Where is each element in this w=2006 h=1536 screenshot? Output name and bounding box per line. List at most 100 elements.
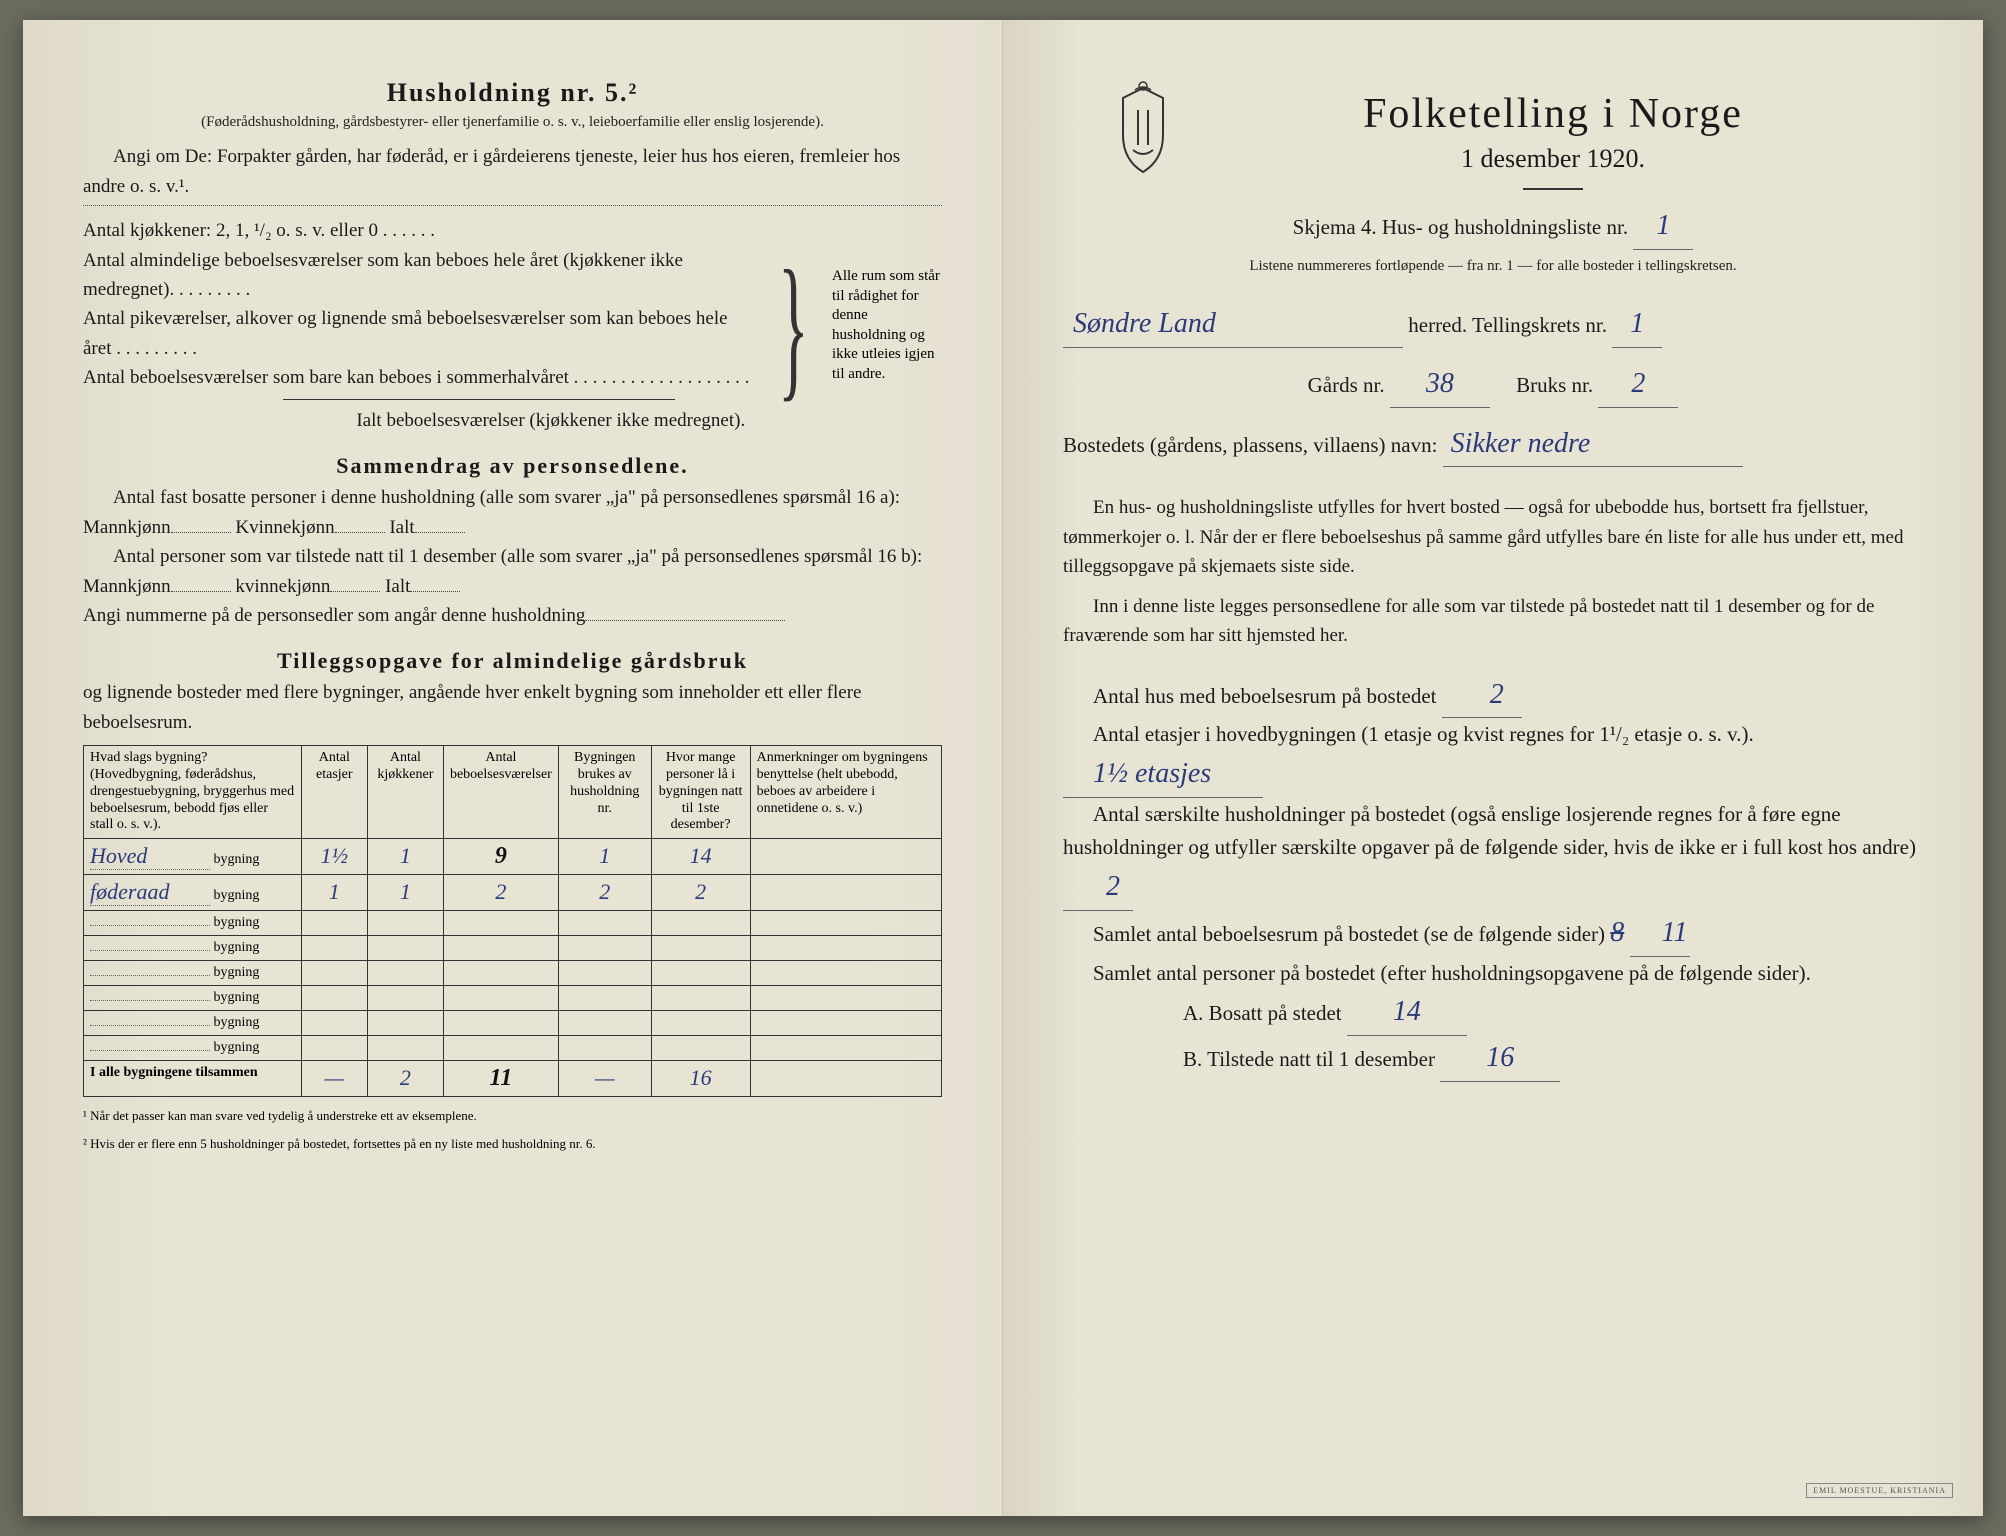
- sammendrag-line2: Antal personer som var tilstede natt til…: [83, 542, 942, 601]
- table-cell: [558, 986, 651, 1011]
- table-cell: [651, 1011, 750, 1036]
- total-cell: —: [301, 1061, 367, 1097]
- table-cell: 1½: [301, 839, 367, 875]
- total-cell: —: [558, 1061, 651, 1097]
- line-almind: Antal almindelige beboelsesværelser som …: [83, 246, 755, 305]
- para-1: En hus- og husholdningsliste utfylles fo…: [1063, 493, 1923, 581]
- row-label: bygning: [84, 911, 302, 936]
- heading-husholdning: Husholdning nr. 5.²: [83, 78, 942, 108]
- table-cell: [651, 936, 750, 961]
- table-row: bygning: [84, 961, 942, 986]
- th-vaerelser: Antal beboelsesværelser: [443, 746, 558, 839]
- q3-value: 2: [1063, 865, 1133, 911]
- q4-value: 11: [1630, 911, 1690, 957]
- table-cell: [750, 875, 941, 911]
- table-cell: [367, 961, 443, 986]
- page-title: Folketelling i Norge: [1183, 90, 1923, 138]
- table-cell: [651, 1036, 750, 1061]
- gards-value: 38: [1390, 362, 1490, 408]
- q1-value: 2: [1442, 673, 1522, 719]
- table-cell: [301, 961, 367, 986]
- room-block: Antal kjøkkener: 2, 1, ¹/₂ o. s. v. elle…: [83, 216, 942, 435]
- table-cell: [651, 986, 750, 1011]
- table-cell: 14: [651, 839, 750, 875]
- building-table: Hvad slags bygning? (Hovedbygning, føder…: [83, 745, 942, 1097]
- q5a-line: A. Bosatt på stedet 14: [1183, 990, 1923, 1036]
- table-cell: [443, 1011, 558, 1036]
- table-cell: [367, 1036, 443, 1061]
- herred-value: Søndre Land: [1063, 302, 1403, 348]
- total-cell: 16: [651, 1061, 750, 1097]
- tillegg-sub: og lignende bosteder med flere bygninger…: [83, 678, 942, 737]
- table-cell: [367, 986, 443, 1011]
- table-cell: [301, 911, 367, 936]
- row-label: bygning: [84, 1011, 302, 1036]
- footnote-1: ¹ Når det passer kan man svare ved tydel…: [83, 1107, 942, 1125]
- table-cell: [367, 936, 443, 961]
- table-cell: [443, 911, 558, 936]
- skjema-value: 1: [1633, 204, 1693, 250]
- table-cell: [750, 986, 941, 1011]
- listene-note: Listene nummereres fortløpende — fra nr.…: [1063, 256, 1923, 276]
- brace-text: Alle rum som står til rådighet for denne…: [832, 216, 942, 435]
- brace-icon: }: [778, 254, 809, 398]
- table-cell: [558, 911, 651, 936]
- table-cell: 1: [367, 839, 443, 875]
- table-cell: 1: [558, 839, 651, 875]
- bruks-value: 2: [1598, 362, 1678, 408]
- bosted-value: Sikker nedre: [1443, 422, 1743, 468]
- q2-value: 1½ etasjes: [1063, 752, 1263, 798]
- table-cell: 9: [443, 839, 558, 875]
- document-spread: Husholdning nr. 5.² (Føderådshusholdning…: [23, 20, 1983, 1516]
- th-etasjer: Antal etasjer: [301, 746, 367, 839]
- herred-line: Søndre Land herred. Tellingskrets nr. 1: [1063, 302, 1923, 348]
- table-cell: 2: [558, 875, 651, 911]
- line-ialt: Ialt beboelsesværelser (kjøkkener ikke m…: [83, 406, 755, 435]
- table-cell: [443, 936, 558, 961]
- title-rule-icon: [1523, 188, 1583, 190]
- table-cell: [443, 986, 558, 1011]
- line-kjokkener: Antal kjøkkener: 2, 1, ¹/₂ o. s. v. elle…: [83, 216, 755, 245]
- q4-strike: 8: [1610, 917, 1624, 948]
- table-cell: [301, 1036, 367, 1061]
- row-hand-label: Hoved: [90, 843, 210, 870]
- bosted-line: Bostedets (gårdens, plassens, villaens) …: [1063, 422, 1923, 468]
- row-hand-label: [90, 1050, 210, 1051]
- table-cell: 2: [651, 875, 750, 911]
- table-cell: [301, 986, 367, 1011]
- table-row: Hoved bygning1½19114: [84, 839, 942, 875]
- table-cell: [443, 1036, 558, 1061]
- th-type: Hvad slags bygning? (Hovedbygning, føder…: [84, 746, 302, 839]
- row-hand-label: føderaad: [90, 879, 210, 906]
- total-label: I alle bygningene tilsammen: [84, 1061, 302, 1097]
- table-cell: [750, 839, 941, 875]
- q5-line: Samlet antal personer på bostedet (efter…: [1063, 957, 1923, 991]
- row-hand-label: [90, 950, 210, 951]
- title-header: Folketelling i Norge 1 desember 1920.: [1063, 70, 1923, 204]
- table-row: bygning: [84, 986, 942, 1011]
- line-angi: Angi om De: Forpakter gården, har føderå…: [83, 142, 942, 201]
- table-cell: [651, 911, 750, 936]
- table-cell: [558, 1036, 651, 1061]
- line-pike: Antal pikeværelser, alkover og lignende …: [83, 304, 755, 363]
- row-hand-label: [90, 1025, 210, 1026]
- table-cell: [301, 1011, 367, 1036]
- table-row: bygning: [84, 1036, 942, 1061]
- table-header-row: Hvad slags bygning? (Hovedbygning, føder…: [84, 746, 942, 839]
- table-cell: [558, 936, 651, 961]
- q5a-value: 14: [1347, 990, 1467, 1036]
- table-row: bygning: [84, 1011, 942, 1036]
- table-cell: [301, 936, 367, 961]
- publisher-mark: EMIL MOESTUE, KRISTIANIA: [1806, 1483, 1953, 1498]
- coat-of-arms-icon: [1103, 80, 1183, 180]
- right-page: Folketelling i Norge 1 desember 1920. Sk…: [1003, 20, 1983, 1516]
- th-personer: Hvor mange personer lå i bygningen natt …: [651, 746, 750, 839]
- table-cell: [367, 1011, 443, 1036]
- table-cell: [443, 961, 558, 986]
- gards-line: Gårds nr. 38 Bruks nr. 2: [1063, 362, 1923, 408]
- table-cell: [750, 1011, 941, 1036]
- row-label: Hoved bygning: [84, 839, 302, 875]
- table-cell: [750, 911, 941, 936]
- sub-parenthetical: (Føderådshusholdning, gårdsbestyrer- ell…: [83, 112, 942, 132]
- table-cell: [367, 911, 443, 936]
